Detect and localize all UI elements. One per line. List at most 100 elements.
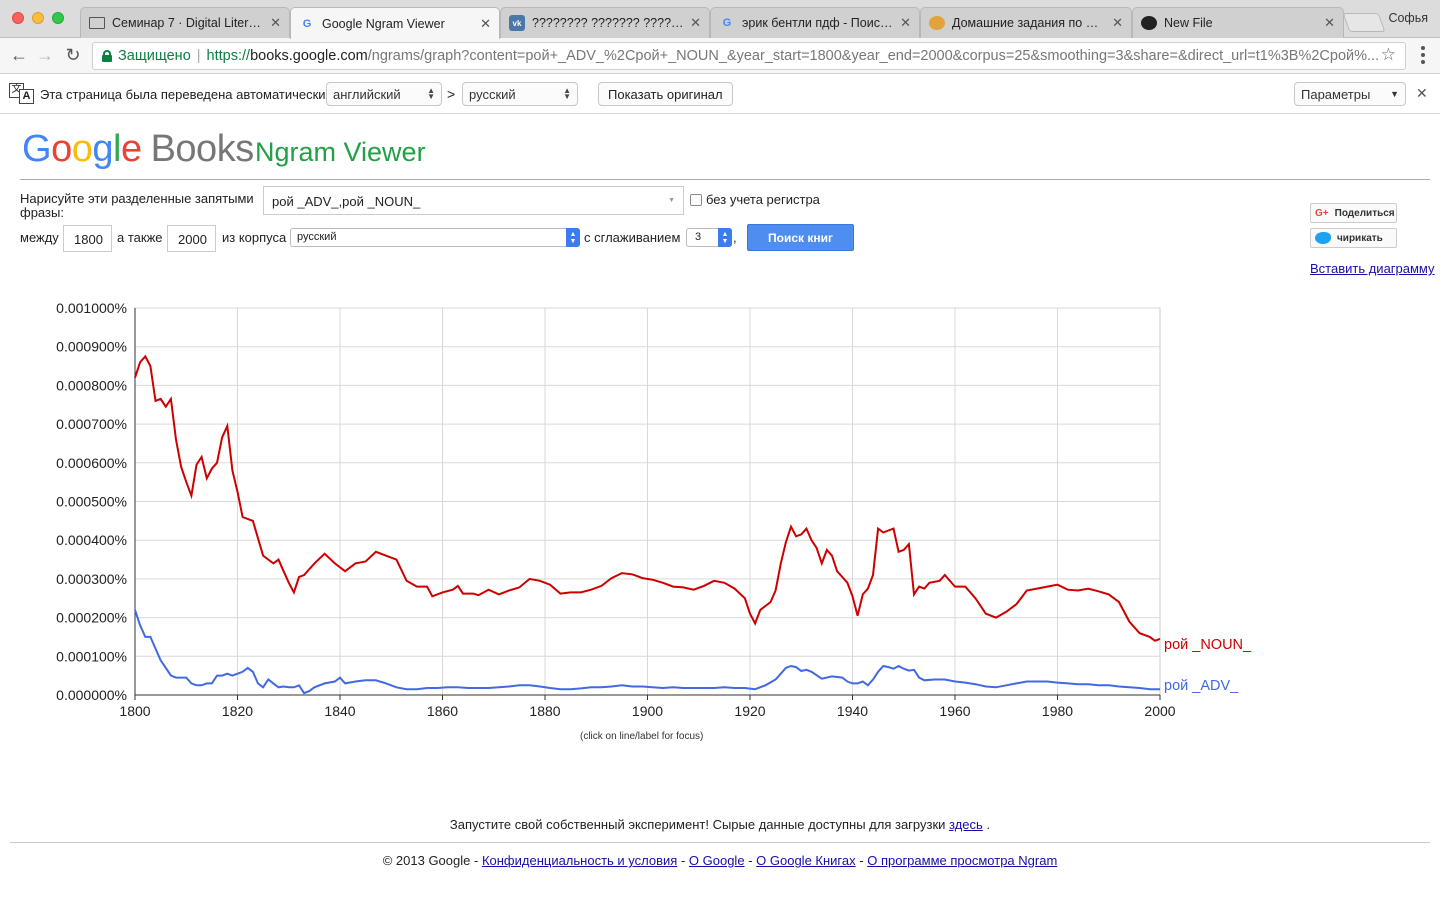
ngram-chart: 0.000000% 0.000100% 0.000200% 0.000300% 0.00… [0,280,1300,750]
lock-icon [102,50,112,62]
query-input[interactable]: рой _ADV_,рой _NOUN_ ▼ [263,186,684,215]
logo-letter: g [92,128,113,170]
close-icon[interactable]: ✕ [480,15,491,31]
about-google-books-link[interactable]: О Google Книгах [756,853,856,868]
about-google-link[interactable]: О Google [688,853,745,868]
book-icon [89,17,105,29]
x-tick-label: 1960 [939,703,970,719]
google-g-icon: G [722,17,732,29]
y-tick-label: 0.000900% [56,339,127,355]
browser-tab[interactable]: Домашние задания по Циф ✕ [920,7,1132,38]
close-icon[interactable]: ✕ [690,15,701,30]
tab-title: эрик бентли пдф - Поиск в [742,16,895,30]
smoothing-select[interactable]: 3 ▲ ▼ [686,228,732,247]
github-icon [1141,16,1157,30]
chevron-down-icon: ▼ [668,197,675,204]
close-window-button[interactable] [12,12,24,24]
twitter-bird-icon [1315,232,1331,244]
link-separator: - [859,853,864,868]
close-icon[interactable]: ✕ [1112,15,1123,30]
embed-chart-link[interactable]: Вставить диаграмму [1310,261,1435,276]
y-tick-label: 0.000200% [56,610,127,626]
link-separator: - [680,853,686,868]
phrases-label: Нарисуйте эти разделенные запятыми фразы… [20,191,254,220]
tab-title: Google Ngram Viewer [322,16,445,31]
footer-links: © 2013 Google - Конфиденциальность и усл… [0,853,1440,868]
url-path: /ngrams/graph?content=рой+_ADV_%2Срой+_N… [367,48,1380,64]
logo-books: Books [150,128,255,170]
close-icon[interactable]: ✕ [1324,15,1335,30]
browser-tab[interactable]: vk ???????? ??????? ??????? (1 ✕ [500,7,710,38]
new-tab-button[interactable] [1342,13,1386,32]
source-language-value: английский [333,86,401,102]
reload-icon[interactable]: ↻ [65,44,81,65]
logo-letter: o [71,128,93,170]
year-end-input[interactable]: 2000 [167,225,216,252]
forward-icon[interactable]: → [36,44,54,65]
source-language-select[interactable]: английский ▲ ▼ [326,82,442,106]
y-tick-label: 0.000000% [56,687,127,703]
bookmark-star-icon[interactable]: ☆ [1380,45,1396,64]
comma: , [733,230,737,245]
close-icon[interactable]: ✕ [270,15,281,30]
series-line[interactable] [134,354,1161,642]
case-insensitive-checkbox[interactable] [690,194,702,206]
browser-tab[interactable]: Семинар 7 · Digital Literacy ✕ [80,7,290,38]
tweet-button[interactable]: чирикать [1310,228,1397,248]
browser-tab[interactable]: New File ✕ [1132,7,1344,38]
secure-label: Защищено [118,48,191,64]
privacy-terms-link[interactable]: Конфиденциальность и условия [481,853,678,868]
browser-menu-icon[interactable] [1420,44,1426,65]
url-scheme: https:// [206,48,251,64]
share-button[interactable]: G+ Поделиться [1310,203,1397,223]
x-tick-label: 1840 [324,703,355,719]
address-bar[interactable]: Защищено | https://books.google.com/ngra… [92,42,1406,70]
y-tick-label: 0.000100% [56,648,127,664]
vk-icon: vk [509,15,525,31]
experiment-note: Запустите свой собственный эксперимент! … [0,817,1440,832]
search-books-button[interactable]: Поиск книг [747,224,854,251]
experiment-note-text: Запустите свой собственный эксперимент! … [449,817,946,832]
show-original-button[interactable]: Показать оригинал [598,82,733,106]
url-host: books.google.com [250,48,368,64]
between-label: между [20,230,59,245]
updown-arrows-icon: ▲ ▼ [718,228,732,247]
browser-tab[interactable]: G эрик бентли пдф - Поиск в ✕ [710,7,920,38]
smoothing-label: с сглаживанием [584,230,681,245]
x-tick-label: 1820 [222,703,253,719]
chart-svg: 0.000000% 0.000100% 0.000200% 0.000300% 0.00… [56,300,1252,719]
page-title: Ngram Viewer [255,137,426,167]
raw-data-link[interactable]: здесь [949,817,983,832]
share-label: Поделиться [1334,207,1395,219]
updown-arrows-icon: ▲ ▼ [563,86,571,101]
close-icon[interactable]: ✕ [1416,85,1428,101]
y-tick-label: 0.000300% [56,571,127,587]
series-label[interactable]: рой _ADV_ [1164,678,1239,694]
series-line[interactable] [134,609,1160,695]
year-start-input[interactable]: 1800 [63,225,112,252]
series-label[interactable]: рой _NOUN_ [1164,637,1252,653]
corpus-select[interactable]: русский ▲ ▼ [290,228,580,247]
translate-options-select[interactable]: Параметры ▼ [1294,82,1406,106]
y-tick-label: 0.000700% [56,416,127,432]
back-icon[interactable]: ← [10,44,28,65]
translate-options-label: Параметры [1301,86,1371,102]
smoothing-value: 3 [695,231,702,243]
about-ngram-viewer-link[interactable]: О программе просмотра Ngram [867,853,1058,868]
x-tick-label: 1920 [734,703,765,719]
minimize-window-button[interactable] [32,12,44,24]
close-icon[interactable]: ✕ [900,15,911,30]
logo-letter: o [51,128,72,170]
browser-tab-active[interactable]: G Google Ngram Viewer ✕ [290,7,500,39]
profile-name[interactable]: Софья [1388,11,1428,25]
google-plus-icon: G+ [1315,207,1329,219]
browser-toolbar: ← → ↻ Защищено | https://books.google.co… [0,38,1440,74]
experiment-note-end: . [986,817,991,832]
maximize-window-button[interactable] [52,12,64,24]
target-language-select[interactable]: русский ▲ ▼ [462,82,578,106]
case-insensitive-label: без учета регистра [706,192,820,207]
query-value: рой _ADV_,рой _NOUN_ [272,194,421,209]
tab-title: New File [1164,16,1213,30]
